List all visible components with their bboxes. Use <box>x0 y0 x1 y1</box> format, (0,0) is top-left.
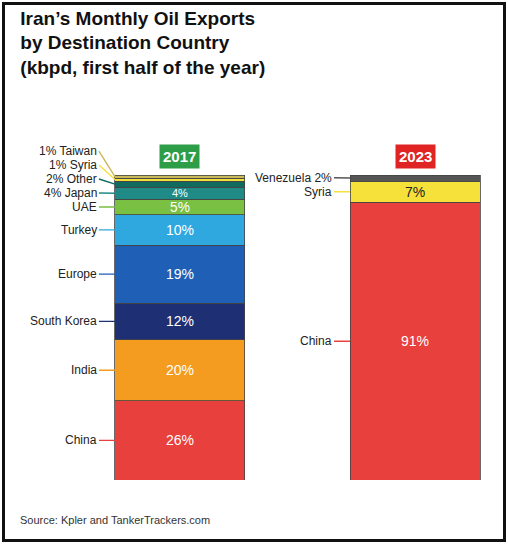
svg-text:10%: 10% <box>166 222 194 238</box>
svg-text:2023: 2023 <box>399 148 432 165</box>
svg-text:Syria: Syria <box>304 185 332 199</box>
svg-text:19%: 19% <box>166 266 194 282</box>
svg-text:China: China <box>300 334 332 348</box>
svg-text:Iran’s Monthly Oil Exportsby D: Iran’s Monthly Oil Exportsby Destination… <box>20 8 265 78</box>
svg-text:5%: 5% <box>170 200 190 215</box>
svg-text:UAE: UAE <box>72 200 97 214</box>
svg-text:South Korea: South Korea <box>30 314 97 328</box>
svg-text:2017: 2017 <box>163 148 196 165</box>
svg-text:Turkey: Turkey <box>61 223 97 237</box>
svg-text:20%: 20% <box>166 362 194 378</box>
svg-text:Europe: Europe <box>58 267 97 281</box>
svg-text:4%: 4% <box>172 187 188 199</box>
svg-text:7%: 7% <box>405 184 425 200</box>
svg-text:Source: Kpler and TankerTracke: Source: Kpler and TankerTrackers.com <box>20 514 210 526</box>
svg-text:91%: 91% <box>401 333 429 349</box>
svg-text:1% Taiwan: 1% Taiwan <box>39 144 97 158</box>
svg-text:1% Syria: 1% Syria <box>49 158 97 172</box>
svg-text:26%: 26% <box>166 432 194 448</box>
svg-text:India: India <box>71 363 97 377</box>
svg-text:China: China <box>65 433 97 447</box>
svg-text:12%: 12% <box>166 313 194 329</box>
svg-text:4% Japan: 4% Japan <box>44 186 97 200</box>
svg-text:2% Other: 2% Other <box>46 172 97 186</box>
svg-text:Venezuela 2%: Venezuela 2% <box>255 171 332 185</box>
